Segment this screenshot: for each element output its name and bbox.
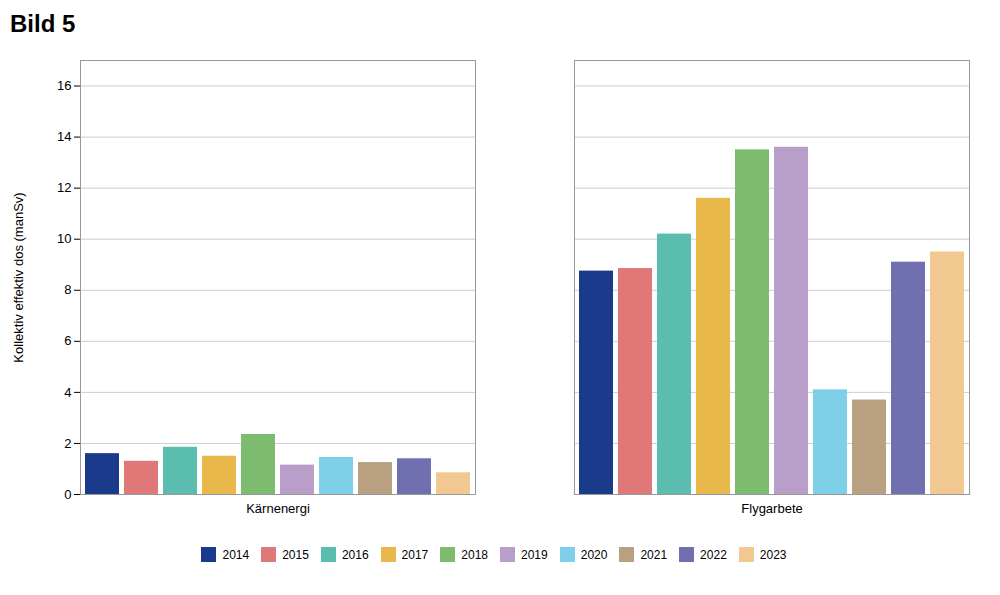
svg-text:Flygarbete: Flygarbete	[741, 501, 802, 516]
svg-text:4: 4	[64, 385, 71, 400]
html-text:2019: 2019	[521, 547, 548, 562]
html-text:2022: 2022	[700, 547, 727, 562]
svg-text:10: 10	[57, 231, 71, 246]
html-text:Bild 5: Bild 5	[10, 10, 76, 37]
html-text:2021: 2021	[640, 547, 668, 562]
svg-text:14: 14	[57, 129, 71, 144]
html-text:2016: 2016	[341, 547, 369, 562]
html-text:2014: 2014	[222, 547, 250, 562]
svg-text:0: 0	[64, 487, 71, 502]
html-text:2018: 2018	[461, 547, 488, 562]
svg-text:Kollektiv effektiv dos (manSv): Kollektiv effektiv dos (manSv)	[11, 192, 26, 362]
html-text:2020: 2020	[580, 547, 608, 562]
svg-text:16: 16	[57, 78, 71, 93]
html-text:2023: 2023	[759, 547, 787, 562]
svg-text:Kärnenergi: Kärnenergi	[246, 501, 310, 516]
html-text:2017: 2017	[401, 547, 429, 562]
svg-text:12: 12	[57, 180, 71, 195]
svg-text:2: 2	[64, 436, 71, 451]
svg-text:8: 8	[64, 282, 71, 297]
html-text:2015: 2015	[282, 547, 309, 562]
svg-text:6: 6	[64, 333, 71, 348]
